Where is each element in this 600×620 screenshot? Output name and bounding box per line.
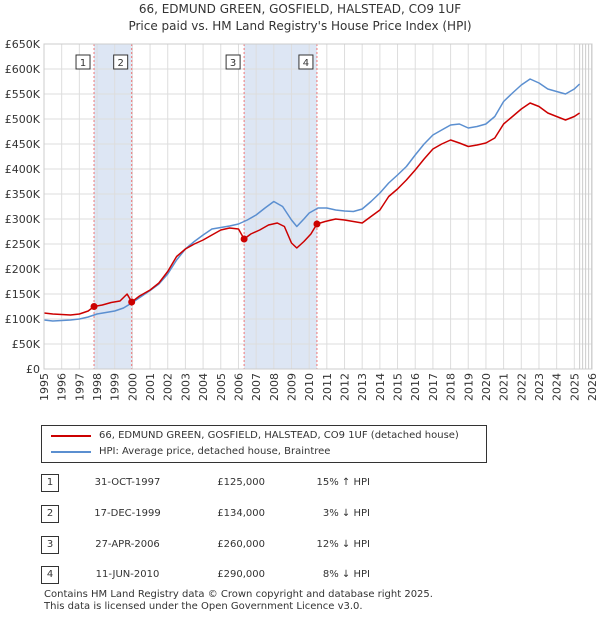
transaction-label: 4	[303, 58, 309, 69]
x-tick-label: 2006	[232, 373, 245, 401]
x-tick-label: 2008	[268, 373, 281, 401]
hpi-line	[43, 78, 581, 322]
x-tick-label: 2004	[197, 373, 210, 401]
x-tick-label: 2009	[285, 373, 298, 401]
legend-label-property: 66, EDMUND GREEN, GOSFIELD, HALSTEAD, CO…	[99, 430, 459, 441]
x-tick-label: 2003	[179, 373, 192, 401]
transaction-label-box	[298, 54, 314, 70]
x-tick-label: 2001	[144, 373, 157, 401]
transaction-price: £290,000	[217, 569, 265, 580]
footer-copyright: Contains HM Land Registry data © Crown c…	[44, 589, 433, 600]
transaction-number: 3	[41, 536, 59, 554]
x-tick-label: 2007	[250, 373, 263, 401]
x-tick-label: 2013	[356, 373, 369, 401]
transaction-price: £134,000	[217, 508, 265, 519]
transaction-price: £260,000	[217, 539, 265, 550]
ownership-shade	[244, 44, 317, 369]
y-tick-label: £150K	[5, 288, 41, 301]
transaction-label-box	[225, 54, 241, 70]
transaction-date: 27-APR-2006	[95, 539, 160, 550]
x-tick-label: 2002	[162, 373, 175, 401]
x-tick-label: 2020	[480, 373, 493, 401]
chart-title: 66, EDMUND GREEN, GOSFIELD, HALSTEAD, CO…	[138, 2, 462, 16]
x-tick-label: 1995	[38, 373, 51, 401]
transaction-price: £125,000	[217, 477, 265, 488]
chart-subtitle: Price paid vs. HM Land Registry's House …	[128, 19, 472, 33]
legend-item-property: 66, EDMUND GREEN, GOSFIELD, HALSTEAD, CO…	[42, 428, 482, 444]
transaction-hpi-diff: 12% ↓ HPI	[316, 539, 370, 550]
y-tick-label: £500K	[5, 113, 41, 126]
x-tick-label: 2016	[409, 373, 422, 401]
transaction-number: 4	[41, 566, 59, 584]
transaction-number: 1	[41, 474, 59, 492]
x-tick-label: 2011	[321, 373, 334, 401]
y-tick-label: £300K	[5, 213, 41, 226]
ownership-shade	[94, 44, 132, 369]
y-tick-label: £250K	[5, 238, 41, 251]
transaction-hpi-diff: 15% ↑ HPI	[316, 477, 370, 488]
transaction-date: 17-DEC-1999	[94, 508, 161, 519]
x-tick-label: 2023	[533, 373, 546, 401]
x-tick-label: 2014	[374, 373, 387, 401]
y-tick-label: £450K	[5, 138, 41, 151]
footer-licence: This data is licensed under the Open Gov…	[44, 601, 363, 612]
y-tick-label: £100K	[5, 313, 41, 326]
legend: 66, EDMUND GREEN, GOSFIELD, HALSTEAD, CO…	[41, 425, 487, 463]
transaction-hpi-diff: 8% ↓ HPI	[322, 569, 370, 580]
legend-item-hpi: HPI: Average price, detached house, Brai…	[42, 444, 482, 460]
x-tick-label: 1999	[109, 373, 122, 401]
transaction-label: 1	[80, 58, 86, 69]
x-tick-label: 1996	[56, 373, 69, 401]
transaction-hpi-diff: 3% ↓ HPI	[322, 508, 370, 519]
x-tick-label: 2017	[427, 373, 440, 401]
y-tick-label: £550K	[5, 88, 41, 101]
x-tick-label: 2019	[462, 373, 475, 401]
transaction-label-box	[75, 54, 91, 70]
transaction-row: 1 31-OCT-1997 £125,000 15% ↑ HPI	[0, 474, 600, 492]
x-tick-label: 2026	[586, 373, 599, 401]
transaction-label: 2	[117, 58, 123, 69]
legend-swatch-property	[51, 435, 91, 437]
transaction-row: 4 11-JUN-2010 £290,000 8% ↓ HPI	[0, 566, 600, 584]
transaction-point	[90, 303, 98, 310]
x-tick-label: 2005	[215, 373, 228, 401]
y-tick-label: £400K	[5, 163, 41, 176]
transaction-point	[128, 298, 136, 306]
transaction-row: 2 17-DEC-1999 £134,000 3% ↓ HPI	[0, 505, 600, 523]
x-tick-label: 2024	[551, 373, 564, 401]
y-tick-label: £600K	[5, 63, 41, 76]
transaction-label-box	[113, 54, 129, 70]
transaction-row: 3 27-APR-2006 £260,000 12% ↓ HPI	[0, 536, 600, 554]
x-tick-label: 2012	[339, 373, 352, 401]
x-tick-label: 2022	[515, 373, 528, 401]
x-tick-label: 2000	[126, 373, 139, 401]
plot-area	[44, 44, 592, 369]
legend-swatch-hpi	[51, 451, 91, 453]
x-tick-label: 2025	[568, 373, 581, 401]
transaction-label: 3	[230, 58, 236, 69]
transaction-date: 11-JUN-2010	[95, 569, 160, 580]
y-tick-label: £650K	[5, 38, 41, 51]
y-tick-label: £200K	[5, 263, 41, 276]
transaction-point	[313, 220, 321, 228]
x-tick-label: 2010	[303, 373, 316, 401]
price-chart: 1 2 3 4 £0 £50K £100K £150K £200K £250K £300K £350K…	[5, 38, 599, 401]
x-tick-label: 2021	[498, 373, 511, 401]
transaction-number: 2	[41, 505, 59, 523]
transaction-point	[240, 235, 248, 243]
y-tick-label: £50K	[12, 338, 41, 351]
x-tick-label: 1998	[91, 373, 104, 401]
y-tick-label: £0	[26, 363, 40, 376]
x-tick-label: 1997	[73, 373, 86, 401]
legend-label-hpi: HPI: Average price, detached house, Brai…	[99, 446, 331, 457]
x-tick-label: 2015	[392, 373, 405, 401]
y-tick-label: £350K	[5, 188, 41, 201]
transaction-date: 31-OCT-1997	[94, 477, 161, 488]
plot-border	[43, 43, 593, 370]
x-tick-label: 2018	[445, 373, 458, 401]
